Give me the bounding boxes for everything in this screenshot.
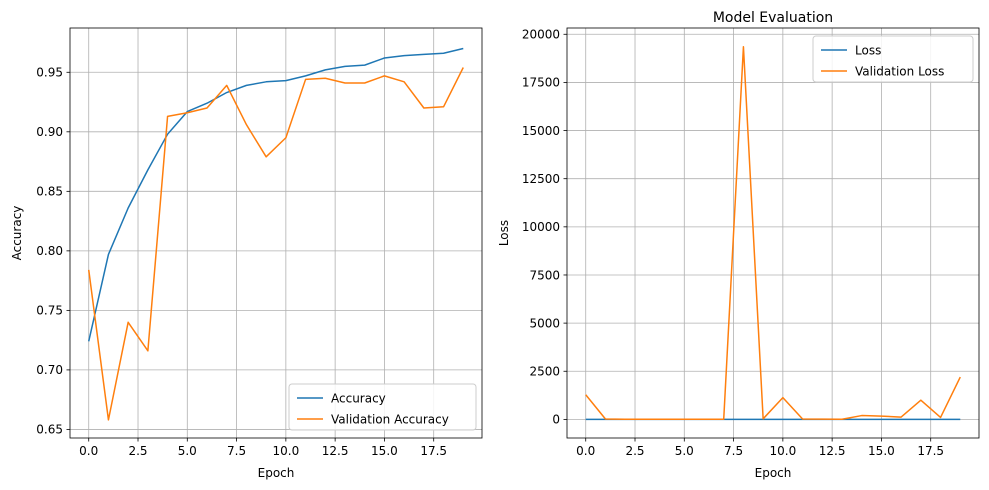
- series-line-accuracy: [87, 47, 464, 342]
- x-tick-label: 5.0: [675, 444, 694, 458]
- x-tick-label: 0.0: [576, 444, 595, 458]
- y-tick-label: 2500: [529, 365, 560, 379]
- x-axis-label: Epoch: [755, 466, 792, 480]
- x-tick-label: 12.5: [819, 444, 846, 458]
- legend-label: Loss: [855, 43, 881, 57]
- y-axis-label: Loss: [497, 220, 511, 246]
- chart-panel-1: [66, 27, 483, 442]
- plot-frame: [566, 27, 980, 439]
- x-tick-label: 10.0: [272, 444, 299, 458]
- x-tick-label: 2.5: [625, 444, 644, 458]
- x-axis-label: Epoch: [258, 466, 295, 480]
- y-tick-label: 0.80: [36, 244, 63, 258]
- chart-title: Model Evaluation: [713, 10, 833, 26]
- y-tick-label: 10000: [522, 220, 560, 234]
- x-tick-label: 17.5: [917, 444, 944, 458]
- y-tick-label: 15000: [522, 124, 560, 138]
- y-tick-label: 0.70: [36, 363, 63, 377]
- legend-box: [288, 383, 477, 431]
- y-tick-label: 0: [552, 413, 560, 427]
- y-tick-label: 20000: [522, 28, 560, 42]
- x-tick-label: 17.5: [420, 444, 447, 458]
- y-tick-label: 0.85: [36, 185, 63, 199]
- x-tick-label: 5.0: [178, 444, 197, 458]
- y-tick-label: 0.65: [36, 423, 63, 437]
- y-axis-label: Accuracy: [10, 206, 24, 261]
- legend-label: Validation Accuracy: [331, 412, 449, 426]
- y-tick-label: 0.75: [36, 304, 63, 318]
- series-line-validation-accuracy: [87, 67, 464, 421]
- x-tick-label: 15.0: [371, 444, 398, 458]
- series-line-validation-loss: [585, 46, 961, 421]
- x-tick-label: 12.5: [322, 444, 349, 458]
- y-tick-label: 0.95: [36, 66, 63, 80]
- chart-panel-2: [563, 27, 980, 442]
- x-tick-label: 2.5: [128, 444, 147, 458]
- legend-label: Accuracy: [331, 391, 386, 405]
- x-tick-label: 7.5: [724, 444, 743, 458]
- legend-label: Validation Loss: [855, 64, 944, 78]
- y-tick-label: 7500: [529, 268, 560, 282]
- y-tick-label: 0.90: [36, 125, 63, 139]
- y-tick-label: 17500: [522, 76, 560, 90]
- x-tick-label: 0.0: [79, 444, 98, 458]
- x-tick-label: 10.0: [769, 444, 796, 458]
- plot-frame: [69, 27, 483, 439]
- x-tick-label: 7.5: [227, 444, 246, 458]
- x-tick-label: 15.0: [868, 444, 895, 458]
- legend-box: [812, 35, 974, 83]
- y-tick-label: 12500: [522, 172, 560, 186]
- y-tick-label: 5000: [529, 316, 560, 330]
